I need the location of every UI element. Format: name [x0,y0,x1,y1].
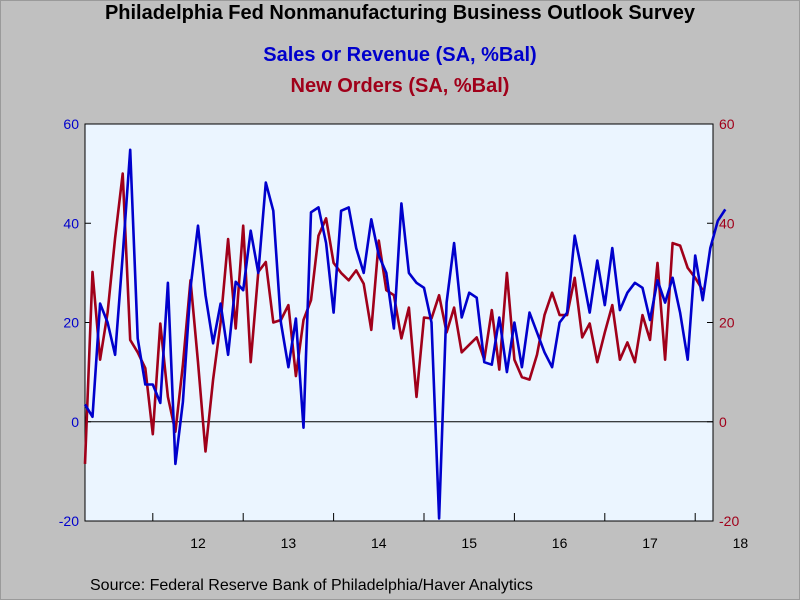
y-tick-label-left: -20 [59,513,79,529]
y-tick-label-right: 20 [719,315,735,331]
x-tick-label: 14 [371,535,387,551]
x-tick-label: 12 [190,535,206,551]
y-tick-label-right: 0 [719,414,727,430]
y-tick-label-left: 0 [71,414,79,430]
series-sales-line [83,148,727,520]
x-tick-label: 16 [552,535,568,551]
x-tick-label: 18 [733,535,749,551]
chart-title: Philadelphia Fed Nonmanufacturing Busine… [104,2,696,24]
y-tick-label-right: 60 [719,116,735,132]
y-tick-label-right: -20 [719,513,739,529]
x-tick-label: 17 [642,535,658,551]
y-tick-label-left: 60 [63,116,79,132]
x-tick-label: 15 [461,535,477,551]
y-tick-label-left: 40 [63,215,79,231]
y-tick-label-right: 40 [719,215,735,231]
subtitle-sales: Sales or Revenue (SA, %Bal) [263,44,537,66]
subtitle-orders: New Orders (SA, %Bal) [290,75,510,97]
y-tick-label-left: 20 [63,315,79,331]
source-note: Source: Federal Reserve Bank of Philadel… [90,577,533,594]
x-tick-label: 13 [281,535,297,551]
